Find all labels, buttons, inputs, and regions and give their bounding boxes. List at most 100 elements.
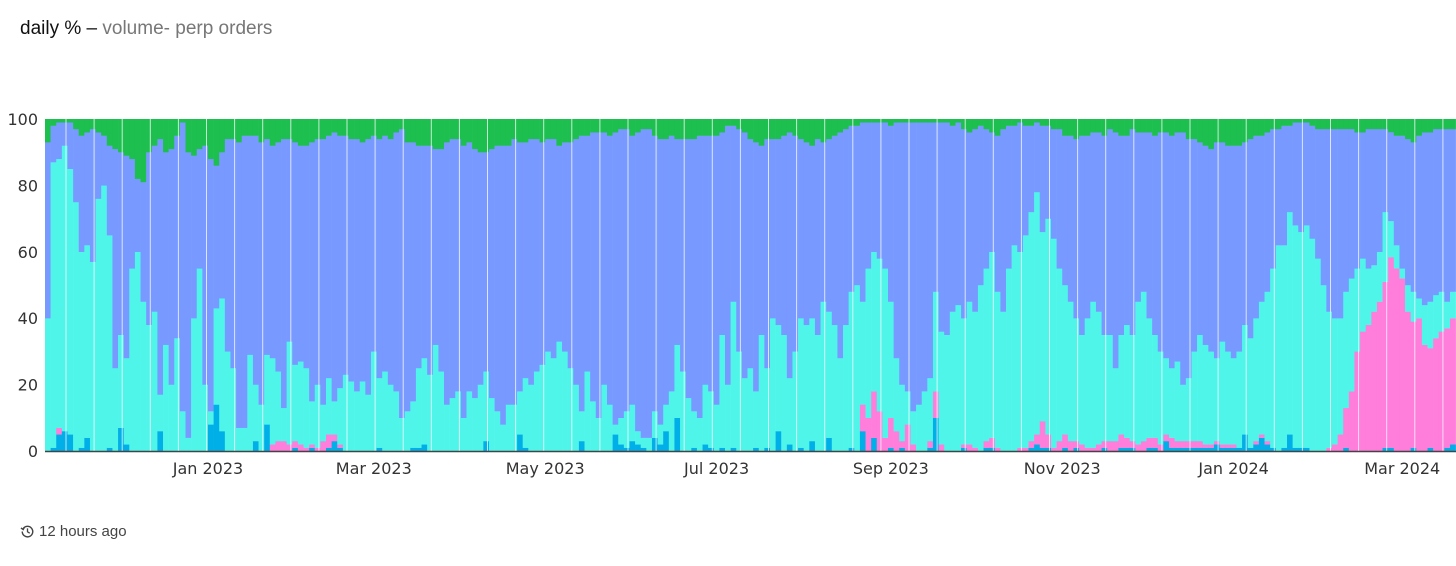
series-cyan-bar[interactable] [573,384,580,452]
series-pink-bar[interactable] [1169,437,1175,448]
series-periwinkle-bar[interactable] [1202,145,1209,345]
series-cyan-bar[interactable] [1337,318,1344,435]
series-green-bar[interactable] [1073,119,1080,140]
series-periwinkle-bar[interactable] [938,122,945,332]
series-blue-bar[interactable] [67,434,74,452]
series-blue-bar[interactable] [1303,447,1310,452]
series-green-bar[interactable] [1236,119,1243,146]
series-green-bar[interactable] [354,119,361,140]
series-periwinkle-bar[interactable] [1208,148,1215,352]
series-blue-bar[interactable] [213,404,220,452]
series-green-bar[interactable] [326,119,332,136]
series-periwinkle-bar[interactable] [275,142,282,372]
series-periwinkle-bar[interactable] [1320,128,1327,286]
series-green-bar[interactable] [1129,119,1136,130]
series-periwinkle-bar[interactable] [826,138,833,312]
series-cyan-bar[interactable] [854,285,861,452]
series-periwinkle-bar[interactable] [151,145,158,312]
series-periwinkle-bar[interactable] [983,128,990,269]
series-periwinkle-bar[interactable] [910,122,917,412]
series-blue-bar[interactable] [483,441,490,452]
series-cyan-bar[interactable] [101,185,108,452]
series-blue-bar[interactable] [618,444,625,452]
series-cyan-bar[interactable] [382,371,389,452]
series-periwinkle-bar[interactable] [1090,132,1097,302]
series-blue-bar[interactable] [415,447,422,452]
series-green-bar[interactable] [764,119,771,140]
series-cyan-bar[interactable] [337,387,344,445]
series-green-bar[interactable] [741,119,748,133]
series-cyan-bar[interactable] [843,324,849,452]
series-periwinkle-bar[interactable] [539,142,546,365]
series-cyan-bar[interactable] [1006,268,1012,452]
series-cyan-bar[interactable] [657,424,664,445]
series-green-bar[interactable] [522,119,529,143]
series-green-bar[interactable] [95,119,102,133]
series-cyan-bar[interactable] [1287,211,1293,435]
series-periwinkle-bar[interactable] [1315,128,1322,259]
series-periwinkle-bar[interactable] [460,145,467,418]
series-green-bar[interactable] [56,119,63,123]
series-cyan-bar[interactable] [1028,211,1035,442]
series-periwinkle-bar[interactable] [101,135,108,186]
series-cyan-bar[interactable] [1247,338,1254,448]
series-pink-bar[interactable] [292,441,299,448]
series-green-bar[interactable] [607,119,613,136]
series-periwinkle-bar[interactable] [1197,142,1204,335]
series-green-bar[interactable] [949,119,956,126]
series-cyan-bar[interactable] [944,334,951,452]
series-green-bar[interactable] [1242,119,1248,143]
series-periwinkle-bar[interactable] [483,152,490,372]
series-periwinkle-bar[interactable] [359,142,366,382]
series-periwinkle-bar[interactable] [753,142,760,392]
series-green-bar[interactable] [871,119,878,123]
series-cyan-bar[interactable] [314,384,321,448]
series-blue-bar[interactable] [702,444,709,452]
series-green-bar[interactable] [646,119,653,130]
series-cyan-bar[interactable] [1405,285,1411,312]
series-cyan-bar[interactable] [1163,358,1170,435]
series-cyan-bar[interactable] [814,334,821,452]
series-green-bar[interactable] [1045,119,1052,126]
series-blue-bar[interactable] [859,431,866,452]
series-green-bar[interactable] [657,119,664,140]
series-green-bar[interactable] [792,119,799,136]
series-cyan-bar[interactable] [899,384,906,442]
series-green-bar[interactable] [753,119,760,143]
series-periwinkle-bar[interactable] [1112,132,1119,369]
series-periwinkle-bar[interactable] [56,122,63,160]
series-pink-bar[interactable] [1079,444,1085,452]
series-periwinkle-bar[interactable] [612,132,619,425]
series-cyan-bar[interactable] [1107,334,1114,442]
series-pink-bar[interactable] [1219,444,1226,448]
series-periwinkle-bar[interactable] [123,155,130,359]
series-pink-bar[interactable] [1157,444,1164,452]
series-green-bar[interactable] [814,119,821,140]
series-cyan-bar[interactable] [281,407,287,442]
series-cyan-bar[interactable] [95,198,102,452]
series-green-bar[interactable] [517,119,523,143]
series-green-bar[interactable] [1095,119,1102,133]
series-pink-bar[interactable] [1107,441,1114,452]
series-green-bar[interactable] [989,119,996,133]
series-periwinkle-bar[interactable] [477,152,484,385]
series-green-bar[interactable] [427,119,434,146]
series-pink-bar[interactable] [1382,281,1389,448]
series-green-bar[interactable] [961,119,967,130]
series-blue-bar[interactable] [1191,447,1198,452]
series-periwinkle-bar[interactable] [663,138,670,405]
series-green-bar[interactable] [1230,119,1237,146]
series-cyan-bar[interactable] [146,324,153,452]
series-pink-bar[interactable] [1101,441,1108,448]
series-green-bar[interactable] [1427,119,1434,133]
series-green-bar[interactable] [129,119,136,160]
series-periwinkle-bar[interactable] [1017,122,1024,252]
series-periwinkle-bar[interactable] [1281,125,1288,246]
series-periwinkle-bar[interactable] [888,125,894,302]
series-periwinkle-bar[interactable] [691,138,698,412]
series-periwinkle-bar[interactable] [286,138,293,342]
series-cyan-bar[interactable] [966,301,973,445]
series-periwinkle-bar[interactable] [1219,142,1226,342]
series-blue-bar[interactable] [635,444,642,452]
series-cyan-bar[interactable] [1360,258,1366,332]
